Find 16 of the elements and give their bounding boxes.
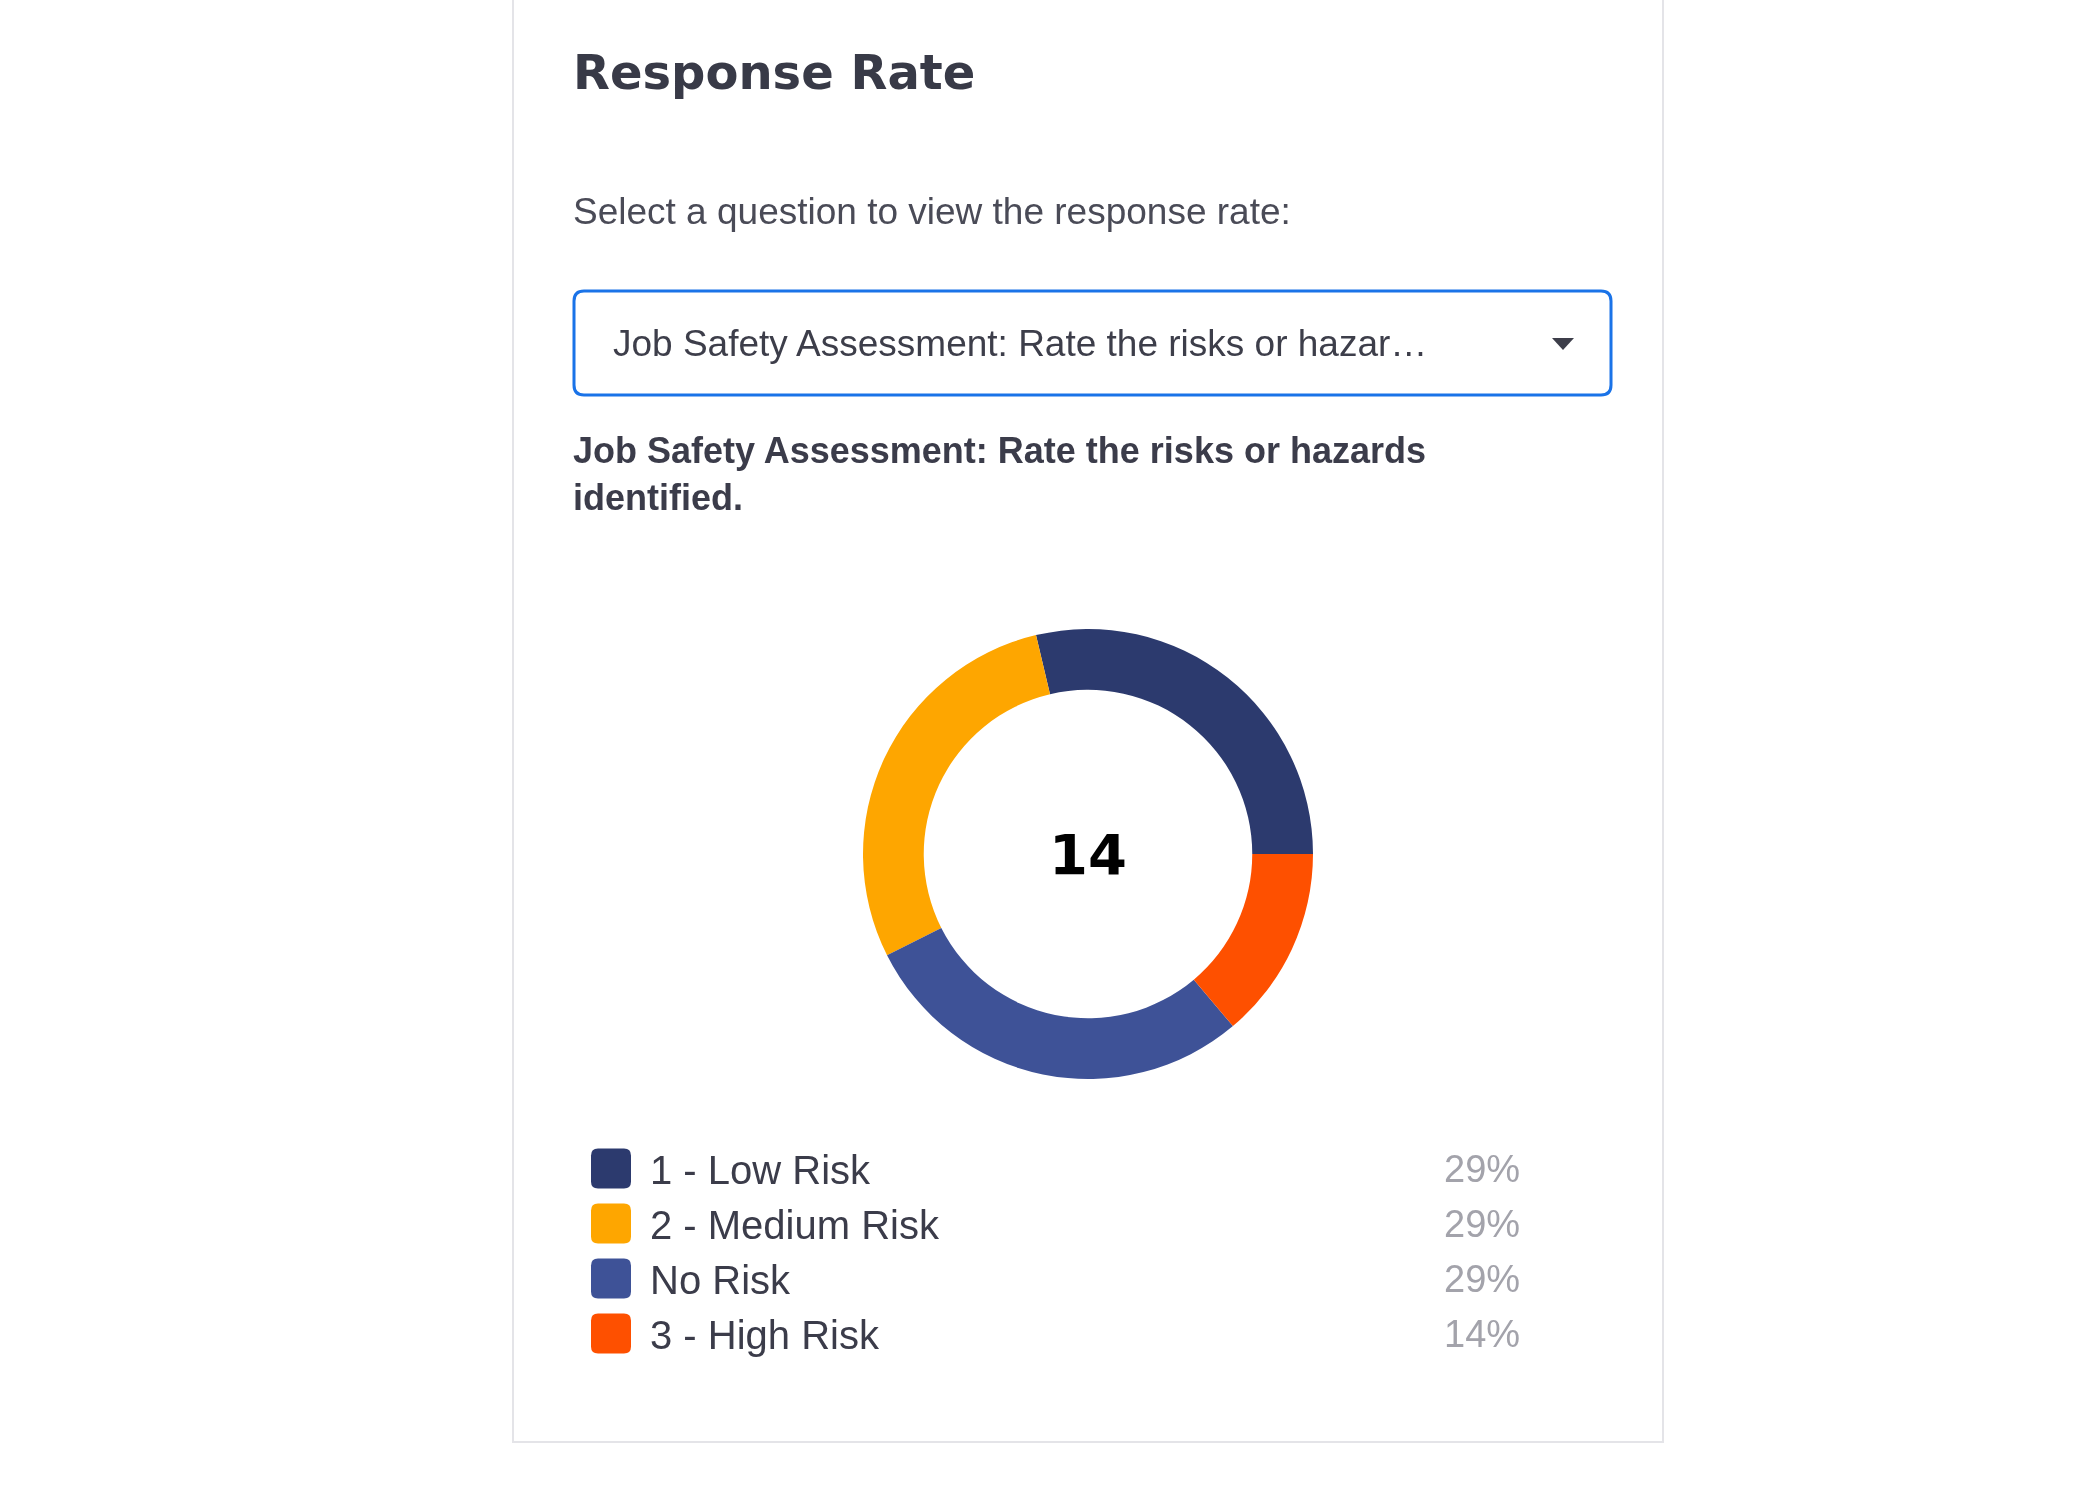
- donut-slice: [1193, 854, 1313, 1027]
- text: Job Safety Assessment: Rate the risks or hazar…: [613, 323, 1428, 364]
- chart-subtitle: Job Safety Assessment: Rate the risks or hazards identified.: [573, 430, 1426, 518]
- data-label: 29%: [1444, 1258, 1521, 1300]
- data-label: 14%: [1444, 1313, 1521, 1355]
- data-label: 29%: [1444, 1203, 1521, 1245]
- data-label: 29%: [1444, 1148, 1521, 1190]
- chart-title: Response Rate: [573, 43, 976, 100]
- text: Select a question to view the response rate:: [573, 191, 1291, 232]
- text: 14: [1049, 822, 1127, 887]
- donut-slice: [863, 635, 1051, 956]
- legend-label: 2 - Medium Risk: [650, 1203, 940, 1248]
- legend-label: 1 - Low Risk: [650, 1148, 872, 1193]
- legend-label: No Risk: [650, 1258, 792, 1303]
- donut-slice: [887, 927, 1233, 1079]
- legend-label: 3 - High Risk: [650, 1313, 880, 1358]
